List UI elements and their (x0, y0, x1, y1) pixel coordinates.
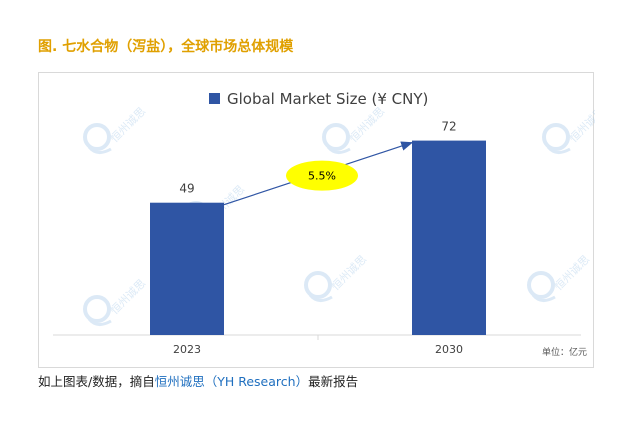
watermark-logo: 恒州诚思 (322, 105, 387, 154)
footnote-suffix: 最新报告 (308, 374, 359, 389)
footnote-prefix: 如上图表/数据，摘自 (38, 374, 155, 389)
unit-label: 单位：亿元 (542, 346, 587, 358)
watermark-text: 恒州诚思 (108, 105, 148, 145)
watermark-text: 恒州诚思 (567, 105, 595, 145)
watermark-text: 恒州诚思 (108, 277, 148, 317)
watermark-logo: 恒州诚思 (83, 277, 148, 326)
tick-label-2030: 2030 (435, 343, 463, 356)
watermark-text: 恒州诚思 (329, 253, 369, 293)
source-footnote: 如上图表/数据，摘自恒州诚思（YH Research）最新报告 (38, 371, 358, 390)
watermark-logo: 恒州诚思 (542, 105, 595, 154)
source-brand-link[interactable]: 恒州诚思（YH Research） (154, 374, 309, 389)
growth-annotation-label: 5.5% (308, 170, 336, 183)
legend-label: Global Market Size (¥ CNY) (227, 90, 428, 108)
bar-2030 (412, 140, 486, 335)
data-label-2030: 72 (441, 120, 456, 134)
growth-annotation-badge (286, 160, 358, 191)
watermark-logo: 恒州诚思 (304, 253, 369, 302)
watermark-logo: 恒州诚思 (83, 105, 148, 154)
watermark-logo: 恒州诚思 (527, 253, 592, 302)
data-label-2023: 49 (179, 182, 194, 196)
chart-frame: 恒州诚思 恒州诚思 恒州诚思 恒州诚思 恒州诚思 恒州诚思 恒州诚思 Global Mark… (38, 72, 595, 368)
bar-2023 (150, 202, 224, 335)
legend: Global Market Size (¥ CNY) (209, 90, 428, 108)
watermark-text: 恒州诚思 (552, 253, 592, 293)
tick-label-2023: 2023 (173, 343, 201, 356)
legend-swatch (209, 93, 220, 104)
watermark-text: 恒州诚思 (347, 105, 387, 145)
page-title: 图. 七水合物（泻盐），全球市场总体规模 (38, 39, 294, 55)
